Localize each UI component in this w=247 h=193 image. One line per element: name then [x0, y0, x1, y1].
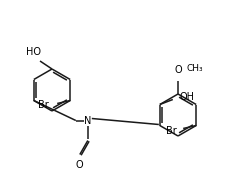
Text: N: N [84, 115, 91, 125]
Text: CH₃: CH₃ [186, 64, 203, 73]
Text: HO: HO [25, 47, 41, 57]
Text: O: O [75, 159, 83, 169]
Text: OH: OH [180, 92, 195, 102]
Text: O: O [174, 65, 182, 75]
Text: Br: Br [166, 125, 177, 135]
Text: Br: Br [39, 100, 49, 109]
